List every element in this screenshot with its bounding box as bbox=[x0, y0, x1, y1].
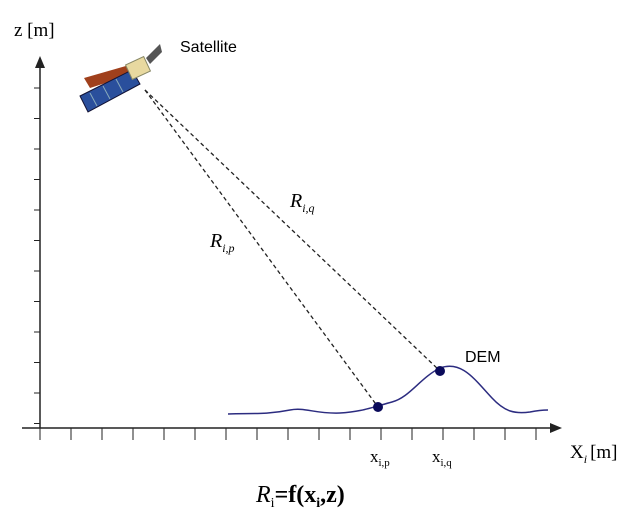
ticks bbox=[34, 87, 537, 440]
point-p bbox=[373, 402, 383, 412]
dem-curve bbox=[227, 365, 549, 415]
formula: Ri=f(xi,z) bbox=[255, 482, 345, 511]
point-q-label: xi,q bbox=[432, 447, 452, 469]
range-line-p bbox=[144, 89, 379, 408]
satellite-icon bbox=[79, 44, 162, 113]
satellite-label: Satellite bbox=[180, 39, 237, 56]
z-axis-label: z [m] bbox=[14, 20, 55, 41]
range-line-q bbox=[144, 89, 441, 372]
range-p-label: Ri,p bbox=[209, 230, 235, 255]
point-q bbox=[435, 366, 445, 376]
dem-label: DEM bbox=[465, 349, 501, 366]
x-axis-label: Xi [m] bbox=[570, 442, 618, 466]
x-axis-arrow bbox=[550, 423, 562, 433]
z-axis-arrow bbox=[35, 56, 45, 68]
point-p-label: xi,p bbox=[370, 447, 390, 469]
range-q-label: Ri,q bbox=[289, 190, 315, 215]
